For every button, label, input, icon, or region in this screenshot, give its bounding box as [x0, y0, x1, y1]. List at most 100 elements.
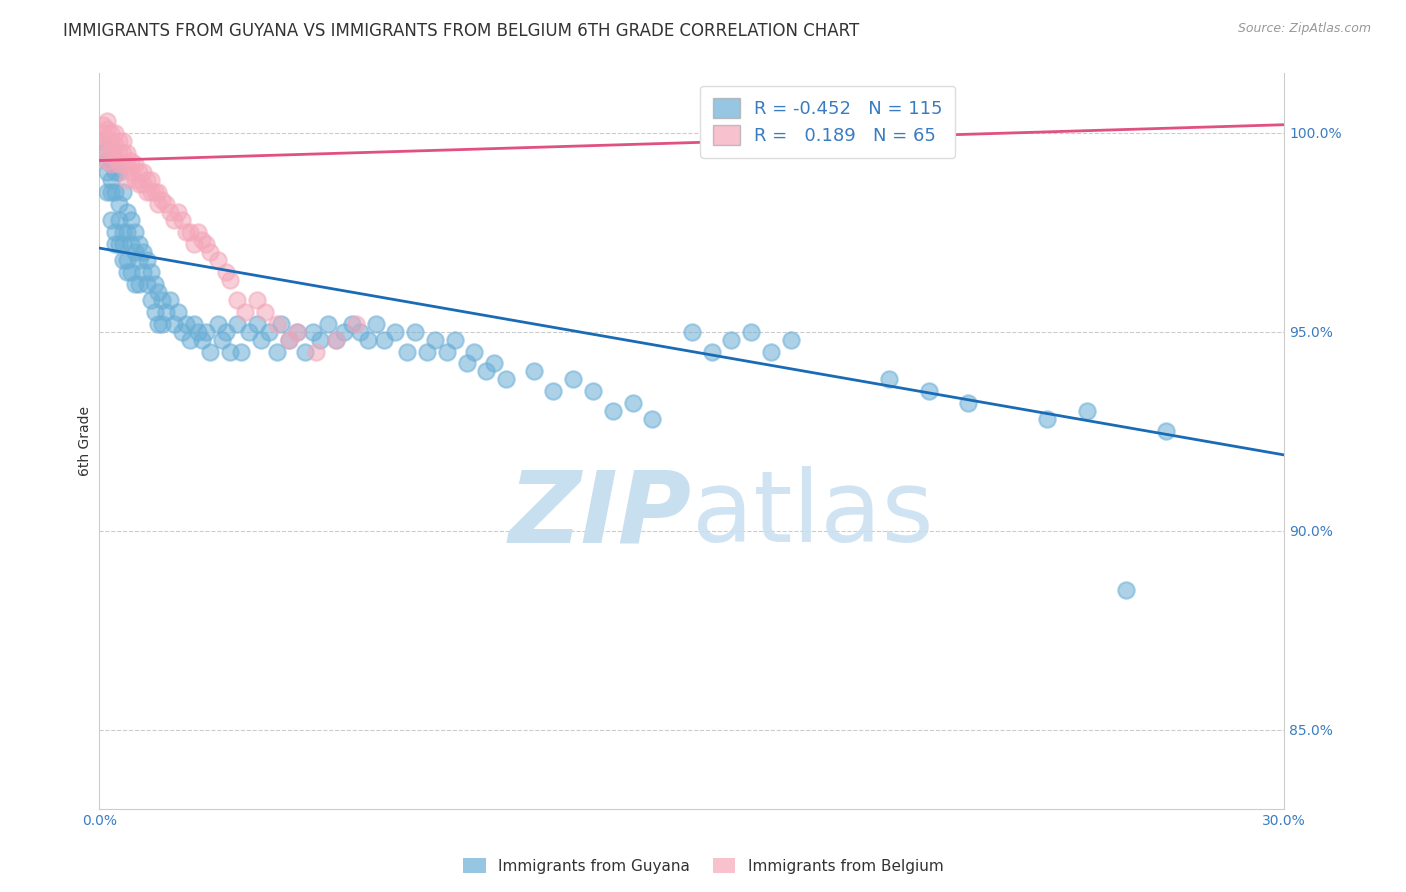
Point: [246, 317, 269, 331]
Point: [91, 134, 114, 148]
Point: [214, 325, 236, 339]
Point: [111, 186, 134, 200]
Point: [152, 194, 174, 208]
Point: [104, 237, 127, 252]
Point: [120, 213, 142, 227]
Point: [333, 325, 356, 339]
Point: [108, 145, 131, 160]
Point: [104, 165, 127, 179]
Point: [218, 273, 240, 287]
Point: [143, 304, 166, 318]
Point: [172, 325, 194, 339]
Point: [104, 225, 127, 239]
Point: [108, 213, 131, 227]
Point: [115, 265, 138, 279]
Point: [270, 317, 292, 331]
Point: [120, 265, 142, 279]
Point: [91, 118, 114, 132]
Point: [340, 317, 363, 331]
Point: [1036, 412, 1059, 426]
Point: [523, 364, 546, 378]
Point: [194, 325, 217, 339]
Point: [416, 344, 439, 359]
Point: [111, 237, 134, 252]
Point: [681, 325, 703, 339]
Point: [357, 333, 380, 347]
Point: [700, 344, 723, 359]
Point: [135, 252, 157, 267]
Point: [456, 356, 478, 370]
Point: [277, 333, 299, 347]
Point: [1115, 583, 1137, 598]
Point: [957, 396, 980, 410]
Point: [877, 372, 900, 386]
Point: [779, 333, 801, 347]
Point: [214, 265, 236, 279]
Point: [187, 325, 209, 339]
Point: [211, 333, 233, 347]
Point: [463, 344, 485, 359]
Point: [318, 317, 340, 331]
Point: [139, 186, 162, 200]
Point: [163, 317, 186, 331]
Point: [475, 364, 498, 378]
Point: [128, 252, 150, 267]
Point: [207, 252, 229, 267]
Point: [100, 134, 122, 148]
Point: [148, 317, 170, 331]
Point: [562, 372, 585, 386]
Point: [152, 317, 174, 331]
Point: [641, 412, 664, 426]
Point: [191, 333, 214, 347]
Point: [104, 186, 127, 200]
Point: [602, 404, 624, 418]
Point: [174, 225, 197, 239]
Point: [96, 153, 118, 168]
Point: [100, 213, 122, 227]
Point: [187, 225, 209, 239]
Point: [115, 173, 138, 187]
Point: [131, 265, 153, 279]
Point: [100, 186, 122, 200]
Point: [423, 333, 446, 347]
Point: [135, 277, 157, 291]
Point: [404, 325, 426, 339]
Point: [226, 293, 249, 307]
Point: [124, 245, 146, 260]
Point: [131, 178, 153, 192]
Point: [124, 157, 146, 171]
Point: [115, 145, 138, 160]
Point: [344, 317, 367, 331]
Point: [131, 165, 153, 179]
Point: [115, 225, 138, 239]
Point: [582, 384, 605, 399]
Point: [120, 153, 142, 168]
Point: [179, 333, 201, 347]
Point: [543, 384, 565, 399]
Point: [96, 186, 118, 200]
Point: [128, 277, 150, 291]
Point: [108, 237, 131, 252]
Point: [183, 317, 205, 331]
Point: [309, 333, 332, 347]
Point: [484, 356, 506, 370]
Point: [135, 186, 157, 200]
Point: [167, 304, 190, 318]
Point: [266, 344, 288, 359]
Point: [139, 173, 162, 187]
Point: [115, 252, 138, 267]
Point: [120, 237, 142, 252]
Point: [740, 325, 762, 339]
Point: [231, 344, 253, 359]
Point: [128, 178, 150, 192]
Point: [124, 225, 146, 239]
Point: [266, 317, 288, 331]
Point: [148, 186, 170, 200]
Point: [325, 333, 347, 347]
Point: [155, 197, 177, 211]
Point: [111, 252, 134, 267]
Point: [104, 126, 127, 140]
Point: [128, 237, 150, 252]
Point: [152, 293, 174, 307]
Point: [111, 225, 134, 239]
